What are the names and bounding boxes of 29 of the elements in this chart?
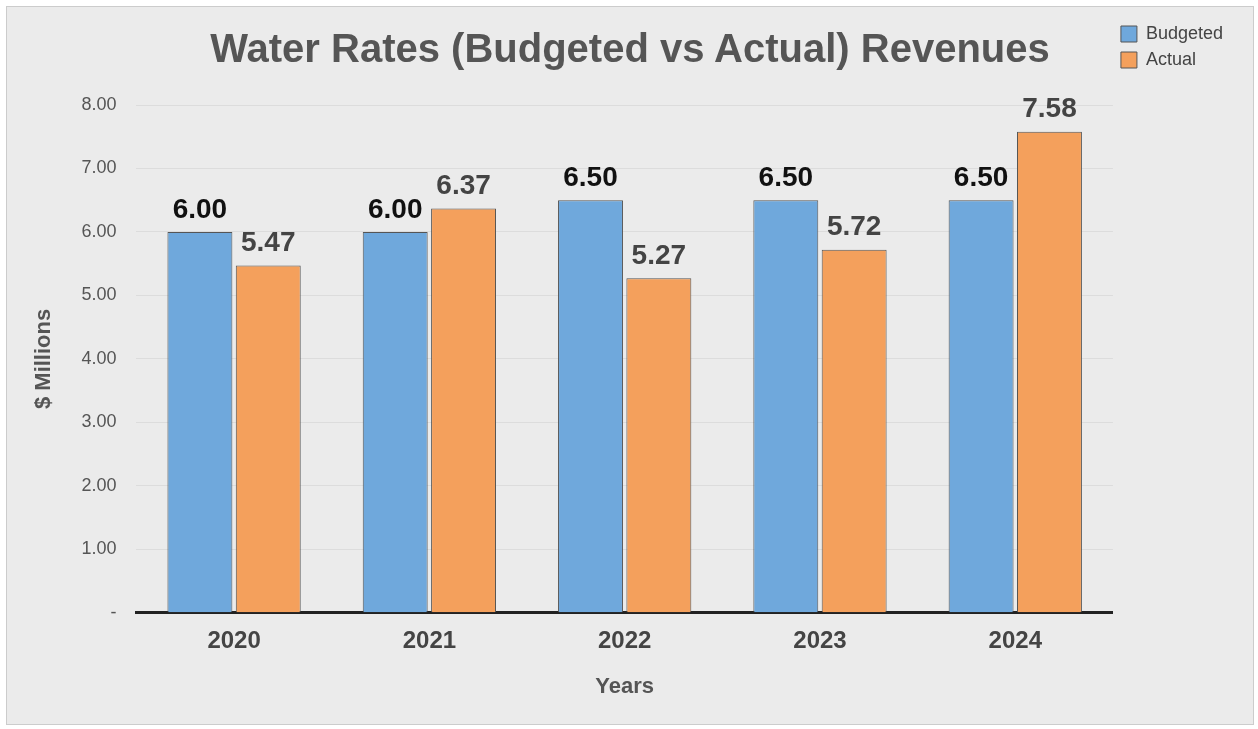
chart-title: Water Rates (Budgeted vs Actual) Revenues [210, 26, 1050, 71]
x-tick-label: 2021 [402, 625, 457, 653]
y-tick-label: 6.00 [81, 220, 117, 241]
data-label: 6.50 [758, 160, 814, 192]
x-axis-title: Years [595, 672, 655, 698]
data-label: 6.50 [563, 160, 618, 192]
y-tick-label: 5.00 [81, 284, 117, 305]
y-tick-label: - [110, 601, 117, 622]
data-label: 6.50 [953, 160, 1009, 192]
y-tick-label: 4.00 [81, 347, 117, 368]
data-label: 5.47 [241, 226, 296, 258]
y-tick-label: 3.00 [81, 411, 117, 432]
data-label: 6.00 [367, 192, 423, 224]
x-tick-label: 2022 [597, 625, 652, 653]
y-tick-label: 1.00 [81, 538, 117, 559]
legend-label: Actual [1145, 48, 1196, 69]
x-tick-label: 2020 [207, 625, 261, 653]
legend-label: Budgeted [1145, 22, 1224, 43]
y-axis-title: $ Millions [30, 308, 56, 410]
y-tick-label: 2.00 [81, 474, 117, 495]
data-label: 5.27 [631, 239, 687, 271]
data-label: 5.72 [826, 210, 882, 242]
x-tick-label: 2024 [988, 625, 1043, 653]
data-label: 6.00 [172, 192, 228, 224]
data-label: 6.37 [436, 169, 491, 201]
x-tick-label: 2023 [793, 625, 847, 653]
y-tick-label: 8.00 [81, 93, 117, 114]
y-tick-label: 7.00 [81, 157, 117, 178]
data-label: 7.58 [1022, 92, 1077, 124]
